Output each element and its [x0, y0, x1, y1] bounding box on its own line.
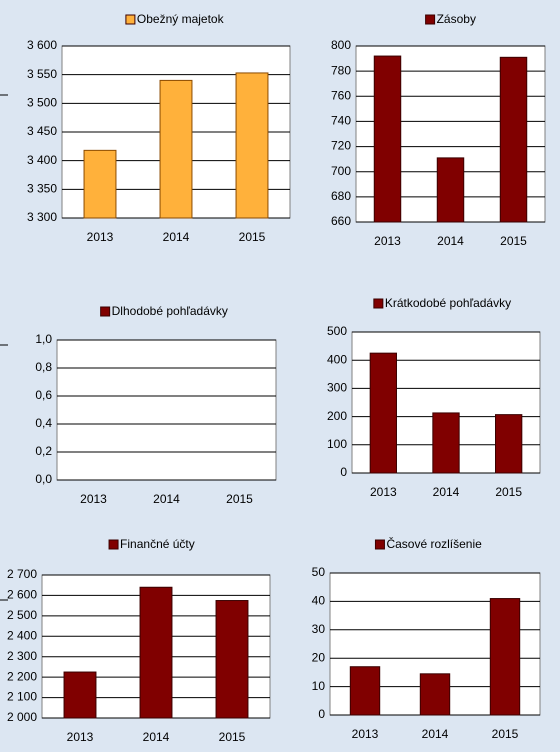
y-tick-label: 2 700 [7, 567, 37, 581]
bar [349, 666, 381, 716]
legend-label: Časové rozlíšenie [386, 536, 482, 551]
bar [419, 673, 451, 716]
y-tick-label: 3 500 [27, 96, 57, 110]
y-tick-label: 500 [327, 324, 347, 338]
x-tick-label: 2013 [87, 230, 114, 244]
bar [139, 586, 173, 719]
y-tick-label: 0,4 [35, 416, 52, 430]
bar [489, 598, 521, 716]
y-tick-label: 100 [327, 437, 347, 451]
bar [373, 55, 402, 223]
y-tick-label: 2 600 [7, 588, 37, 602]
legend-swatch [374, 539, 385, 550]
y-tick-label: 2 500 [7, 608, 37, 622]
x-tick-label: 2014 [163, 230, 190, 244]
y-tick-label: 2 400 [7, 628, 37, 642]
x-tick-label: 2013 [80, 492, 107, 506]
x-tick-label: 2014 [437, 234, 464, 248]
x-tick-label: 2015 [239, 230, 266, 244]
x-tick-label: 2015 [219, 730, 246, 744]
bar [215, 600, 249, 719]
y-tick-label: 740 [331, 114, 351, 128]
y-tick-label: 680 [331, 189, 351, 203]
legend-label: Obežný majetok [137, 12, 225, 26]
x-tick-label: 2015 [495, 485, 522, 499]
y-tick-label: 0,0 [35, 472, 52, 486]
y-tick-label: 700 [331, 164, 351, 178]
legend-swatch [425, 14, 436, 25]
bar [369, 352, 397, 474]
x-tick-label: 2015 [492, 727, 519, 741]
legend-label: Finančné účty [120, 537, 195, 551]
y-tick-label: 3 350 [27, 182, 57, 196]
legend-label: Dlhodobé pohľadávky [112, 304, 228, 318]
x-tick-label: 2014 [153, 492, 180, 506]
y-tick-label: 3 450 [27, 124, 57, 138]
y-tick-label: 30 [312, 622, 326, 636]
legend-swatch [100, 306, 111, 317]
x-tick-label: 2013 [370, 485, 397, 499]
plot-area [56, 339, 277, 481]
bar [63, 671, 97, 719]
y-tick-label: 0 [340, 465, 347, 479]
legend-swatch [108, 539, 119, 550]
y-tick-label: 3 550 [27, 67, 57, 81]
y-tick-label: 1,0 [35, 332, 52, 346]
x-tick-label: 2013 [352, 727, 379, 741]
y-tick-label: 780 [331, 63, 351, 77]
y-tick-label: 720 [331, 139, 351, 153]
y-tick-label: 2 300 [7, 649, 37, 663]
y-tick-label: 400 [327, 352, 347, 366]
y-tick-label: 2 100 [7, 690, 37, 704]
x-tick-label: 2013 [67, 730, 94, 744]
y-tick-label: 0,2 [35, 444, 52, 458]
bar [83, 149, 117, 219]
y-tick-label: 0,8 [35, 360, 52, 374]
bar [432, 412, 460, 474]
legend-label: Zásoby [437, 12, 476, 26]
bar [495, 414, 523, 474]
bar [436, 157, 465, 223]
y-tick-label: 50 [312, 565, 326, 579]
y-tick-label: 0,6 [35, 388, 52, 402]
y-tick-label: 3 600 [27, 38, 57, 52]
y-tick-label: 800 [331, 38, 351, 52]
x-tick-label: 2014 [422, 727, 449, 741]
y-tick-label: 20 [312, 650, 326, 664]
bar [159, 79, 193, 219]
y-tick-label: 660 [331, 214, 351, 228]
y-tick-label: 40 [312, 594, 326, 608]
legend-label: Krátkodobé pohľadávky [385, 296, 511, 310]
y-tick-label: 2 200 [7, 669, 37, 683]
y-tick-label: 2 000 [7, 710, 37, 724]
y-tick-label: 0 [318, 707, 325, 721]
bar [499, 56, 528, 223]
y-tick-label: 300 [327, 381, 347, 395]
x-tick-label: 2014 [433, 485, 460, 499]
y-tick-label: 3 300 [27, 210, 57, 224]
x-tick-label: 2015 [500, 234, 527, 248]
x-tick-label: 2015 [226, 492, 253, 506]
y-tick-label: 200 [327, 409, 347, 423]
y-tick-label: 10 [312, 679, 326, 693]
legend-swatch [125, 14, 136, 25]
bar [235, 72, 269, 219]
x-tick-label: 2013 [374, 234, 401, 248]
x-tick-label: 2014 [143, 730, 170, 744]
legend-swatch [373, 298, 384, 309]
y-tick-label: 760 [331, 88, 351, 102]
y-tick-label: 3 400 [27, 153, 57, 167]
